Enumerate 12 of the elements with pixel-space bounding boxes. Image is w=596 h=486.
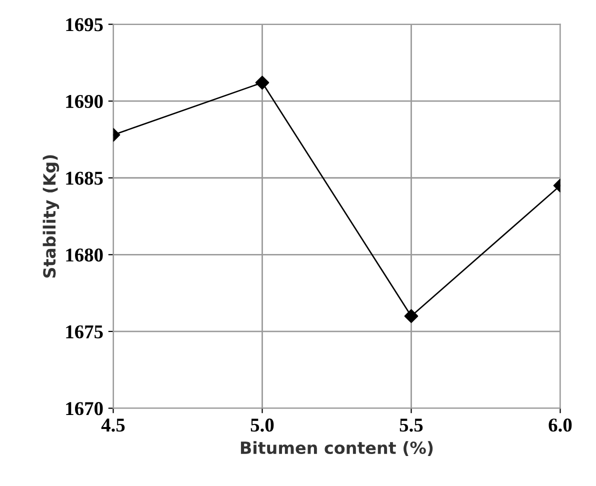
- x-tick-label: 5.0: [250, 418, 274, 432]
- x-tick-label: 4.5: [101, 418, 125, 432]
- y-tick-label: 1680: [66, 248, 103, 262]
- x-tick-label: 5.5: [400, 418, 423, 432]
- y-tick-label: 1690: [66, 94, 103, 108]
- x-axis-title: Bitumen content (%): [240, 441, 433, 456]
- y-tick-label: 1685: [66, 172, 103, 185]
- y-tick-label: 1695: [66, 18, 103, 32]
- y-axis-title: Stability (Kg): [42, 155, 60, 278]
- y-tick-label: 1670: [66, 402, 103, 416]
- y-tick-label: 1675: [66, 325, 103, 338]
- x-tick-label: 6.0: [548, 418, 572, 432]
